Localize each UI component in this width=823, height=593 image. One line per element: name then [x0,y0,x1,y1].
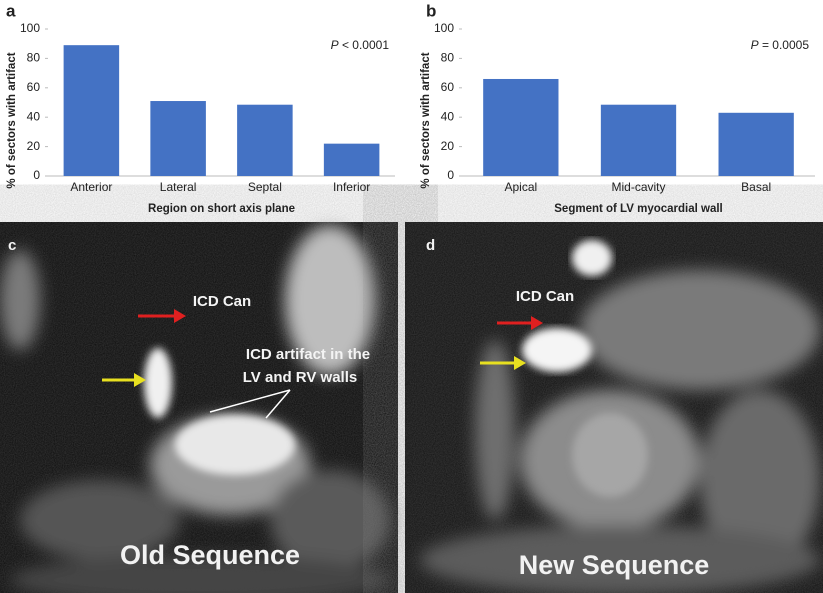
mri-image-c [0,222,398,593]
x-tick-label: Inferior [333,180,370,194]
y-tick-label: 40 [27,109,41,123]
bar [600,104,677,176]
image-caption: New Sequence [519,550,710,580]
bar [63,45,120,176]
annotation-symbol: P [331,38,339,52]
y-tick-label: 100 [434,21,454,35]
x-tick-label: Lateral [160,180,197,194]
x-axis-title: Segment of LV myocardial wall [554,203,723,215]
image-annotation: ICD artifact in the [246,346,370,363]
panel-label: c [8,237,16,254]
y-axis-title: % of sectors with artifact [420,52,432,188]
image-annotation: ICD Can [193,293,251,310]
image-annotation: ICD Can [516,288,574,305]
annotation-text: < 0.0001 [342,38,389,52]
mri-image-d [405,222,823,593]
annotation: P < 0.0001 [331,38,390,52]
bar [483,78,559,176]
x-tick-label: Apical [504,180,537,194]
y-tick-label: 0 [33,168,40,182]
x-tick-label: Anterior [70,180,112,194]
annotation-text: = 0.0005 [762,38,809,52]
bar [323,143,380,176]
x-axis-title: Region on short axis plane [148,203,295,215]
image-caption: Old Sequence [120,540,300,570]
image-annotation: LV and RV walls [243,369,357,386]
y-tick-label: 40 [441,109,455,123]
y-axis-title: % of sectors with artifact [6,52,18,188]
y-tick-label: 60 [27,80,41,94]
y-tick-label: 100 [20,21,40,35]
y-tick-label: 80 [27,51,41,65]
y-tick-label: 20 [27,139,41,153]
panel-label: d [426,237,435,254]
x-tick-label: Septal [248,180,282,194]
annotation: P = 0.0005 [751,38,810,52]
bar [237,104,293,176]
bar [718,112,794,176]
panel-label: b [426,1,436,20]
y-tick-label: 60 [441,80,455,94]
bar [150,101,206,176]
y-tick-label: 0 [447,168,454,182]
panel-label: a [6,1,16,20]
annotation-symbol: P [751,38,759,52]
y-tick-label: 20 [441,139,455,153]
x-tick-label: Mid-cavity [611,180,665,194]
x-tick-label: Basal [741,180,771,194]
y-tick-label: 80 [441,51,455,65]
